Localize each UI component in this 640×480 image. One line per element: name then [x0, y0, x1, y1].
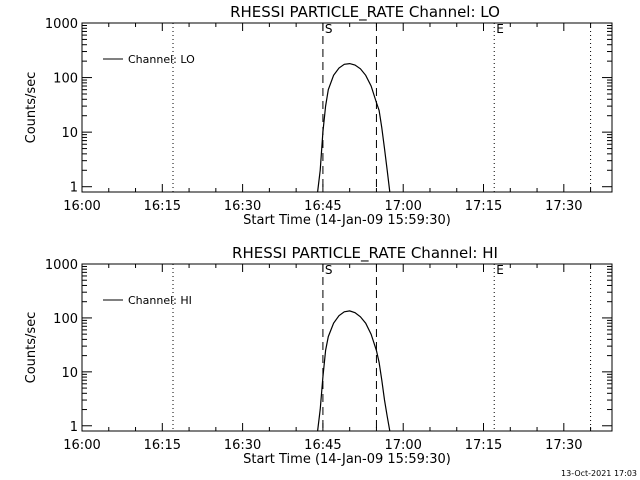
chart-2-ylabel: Counts/sec [24, 312, 39, 384]
chart-2-legend-label: Channel: HI [128, 294, 192, 307]
chart-2-plot-frame [81, 263, 613, 432]
chart-1-ytick-label: 1 [70, 181, 78, 196]
chart-2-ytick-label: 1 [70, 420, 78, 435]
chart-2-series-line [317, 310, 391, 432]
chart-1-panel: RHESSI PARTICLE_RATE Channel: LO Counts/s… [24, 3, 613, 228]
chart-2-marker-e: E [496, 263, 504, 277]
footer-timestamp: 13-Oct-2021 17:03 [561, 469, 637, 478]
chart-1-xtick-label: 17:30 [545, 199, 582, 214]
chart-2-ytick-label: 100 [53, 312, 78, 327]
chart-1-xtick-label: 16:30 [224, 199, 261, 214]
chart-2-xtick-label: 16:30 [224, 438, 261, 453]
chart-2-marker-s: S [325, 263, 333, 277]
chart-1-legend-label: Channel: LO [128, 53, 195, 66]
chart-1-ytick-label: 100 [53, 72, 78, 87]
chart-2-title: RHESSI PARTICLE_RATE Channel: HI [232, 244, 498, 263]
chart-2-xtick-label: 17:00 [384, 438, 421, 453]
chart-1-xtick-label: 16:45 [304, 199, 341, 214]
chart-1-xlabel: Start Time (14-Jan-09 15:59:30) [243, 213, 451, 228]
chart-2-ytick-label: 1000 [45, 258, 78, 273]
chart-1-ylabel: Counts/sec [24, 72, 39, 144]
chart-1-marker-e: E [496, 22, 504, 36]
chart-1-xtick-label: 17:00 [384, 199, 421, 214]
chart-2-xtick-label: 16:45 [304, 438, 341, 453]
chart-1-series-line [317, 62, 391, 193]
chart-2-xtick-label: 17:15 [465, 438, 502, 453]
chart-1-title: RHESSI PARTICLE_RATE Channel: LO [230, 3, 500, 22]
chart-2-ytick-label: 10 [61, 366, 78, 381]
chart-2-xtick-label: 16:15 [144, 438, 181, 453]
chart-1-marker-s: S [325, 22, 333, 36]
chart-1-xtick-label: 17:15 [465, 199, 502, 214]
chart-1-xtick-label: 16:00 [63, 199, 100, 214]
chart-2-xlabel: Start Time (14-Jan-09 15:59:30) [243, 452, 451, 467]
chart-2-xtick-label: 17:30 [545, 438, 582, 453]
chart-1-plot-frame [81, 22, 613, 193]
chart-2-xtick-label: 16:00 [63, 438, 100, 453]
chart-1-ytick-label: 1000 [45, 17, 78, 32]
chart-1-xtick-label: 16:15 [144, 199, 181, 214]
chart-2-panel: RHESSI PARTICLE_RATE Channel: HI Counts/s… [24, 244, 613, 467]
chart-1-ytick-label: 10 [61, 126, 78, 141]
